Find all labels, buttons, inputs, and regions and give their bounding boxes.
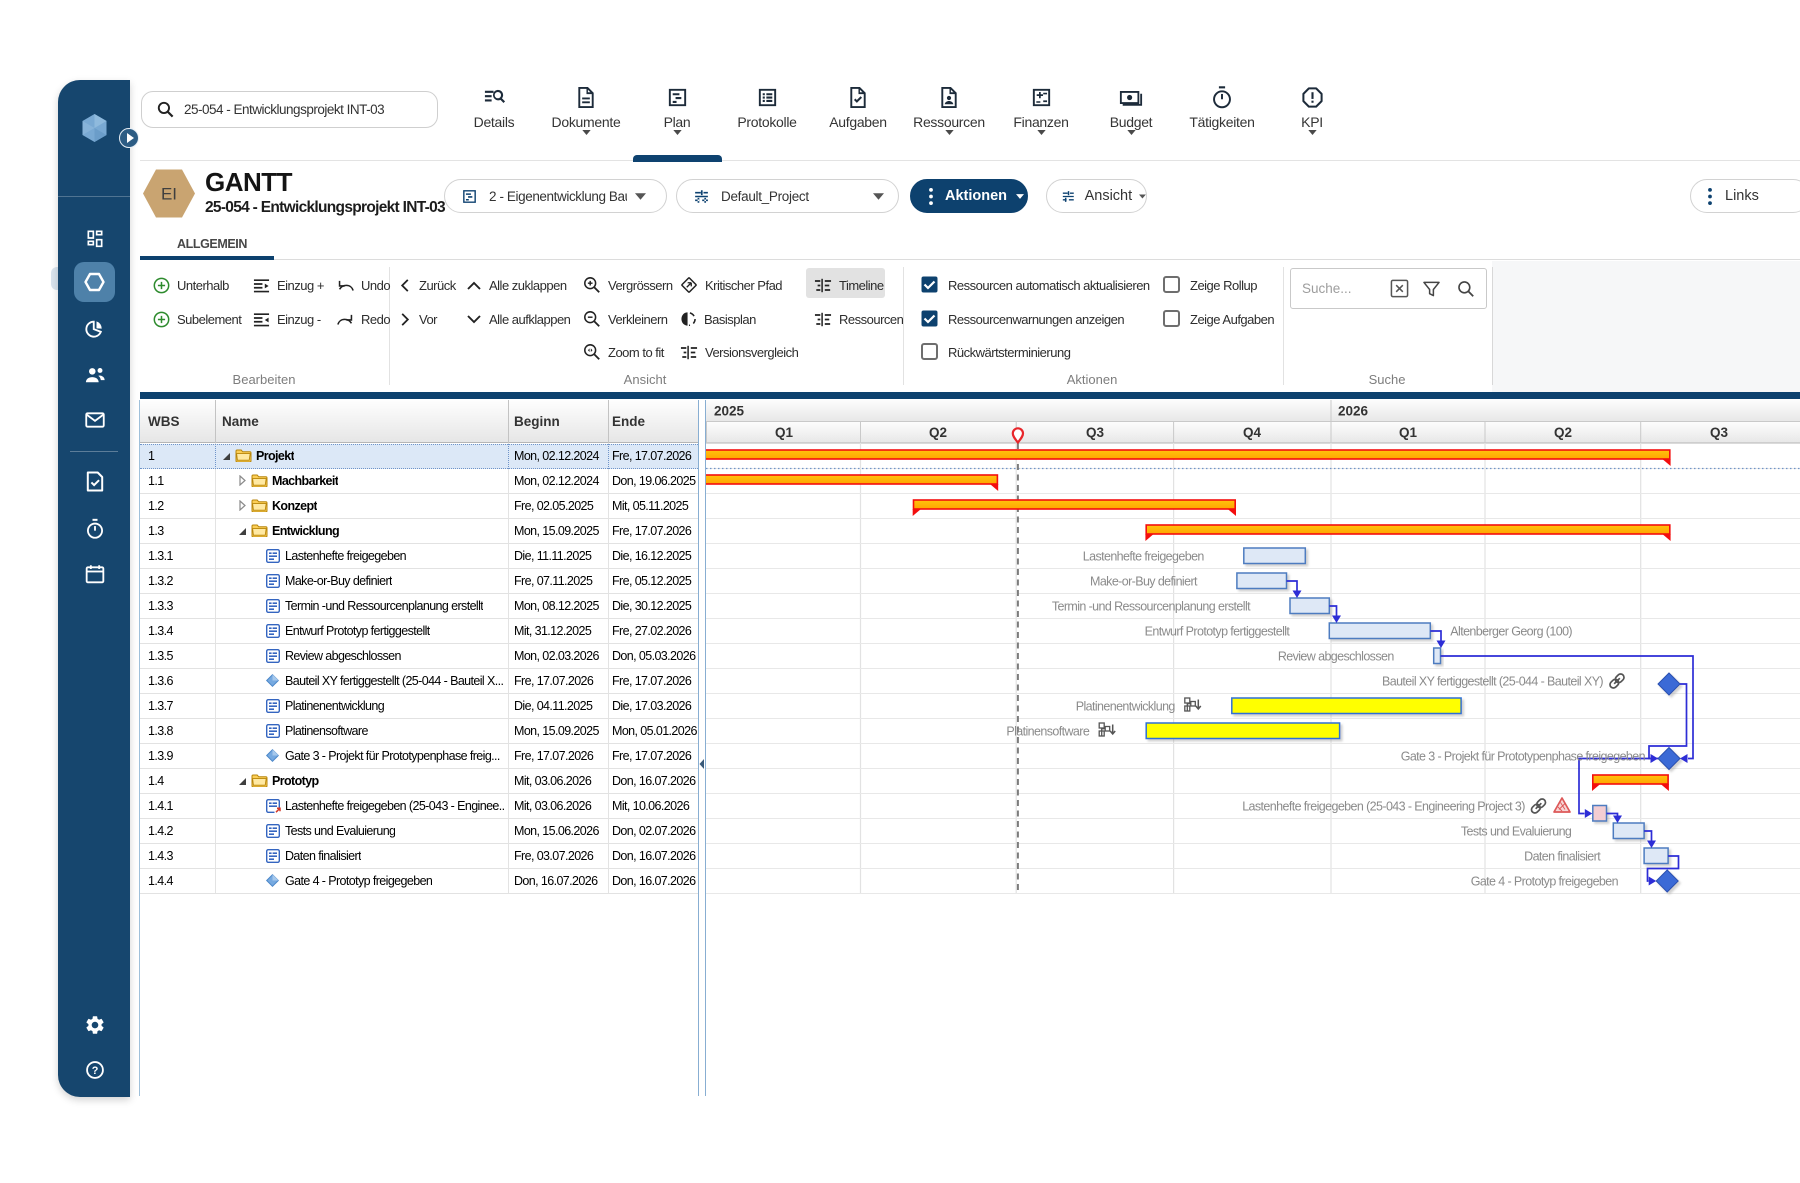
- svg-text:EI: EI: [161, 185, 177, 204]
- svg-text:2025: 2025: [714, 404, 745, 419]
- svg-text:Daten finalisiert: Daten finalisiert: [1524, 850, 1601, 864]
- svg-text:Entwurf Prototyp fertiggestell: Entwurf Prototyp fertiggestellt: [1145, 625, 1291, 639]
- svg-text:Q3: Q3: [1086, 425, 1105, 440]
- svg-text:Termin -und Ressourcenplanung: Termin -und Ressourcenplanung erstellt: [1052, 600, 1251, 614]
- svg-text:Q1: Q1: [1399, 425, 1418, 440]
- svg-text:Platinenentwicklung: Platinenentwicklung: [1076, 700, 1176, 714]
- svg-text:2026: 2026: [1338, 404, 1369, 419]
- svg-text:Altenberger Georg (100): Altenberger Georg (100): [1450, 625, 1572, 639]
- svg-text:?: ?: [92, 1065, 99, 1077]
- svg-text:Q4: Q4: [1243, 425, 1262, 440]
- svg-text:Gate 3 - Projekt für Prototype: Gate 3 - Projekt für Prototypenphase fre…: [1401, 750, 1646, 764]
- svg-text:Review abgeschlossen: Review abgeschlossen: [1278, 650, 1394, 664]
- svg-text:Tests und Evaluierung: Tests und Evaluierung: [1461, 825, 1572, 839]
- svg-text:Q1: Q1: [775, 425, 794, 440]
- svg-text:Bauteil XY fertiggestellt (25-: Bauteil XY fertiggestellt (25-044 - Baut…: [1382, 675, 1603, 689]
- svg-text:Platinensoftware: Platinensoftware: [1006, 725, 1089, 739]
- svg-text:Lastenhefte freigegeben (25-04: Lastenhefte freigegeben (25-043 - Engine…: [1242, 800, 1525, 814]
- svg-text:Lastenhefte freigegeben: Lastenhefte freigegeben: [1083, 550, 1205, 564]
- svg-text:Make-or-Buy definiert: Make-or-Buy definiert: [1090, 575, 1198, 589]
- svg-text:Gate 4 - Prototyp freigegeben: Gate 4 - Prototyp freigegeben: [1471, 875, 1619, 889]
- svg-text:Q2: Q2: [1554, 425, 1572, 440]
- svg-text:Q2: Q2: [929, 425, 947, 440]
- svg-text:Q3: Q3: [1710, 425, 1729, 440]
